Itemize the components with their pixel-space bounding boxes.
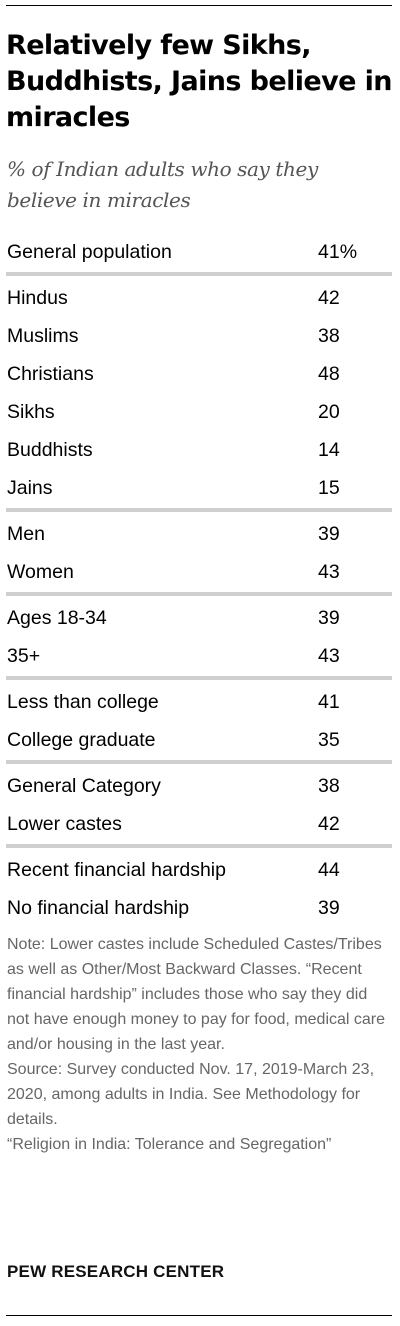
table-row: No financial hardship 39 xyxy=(0,889,400,927)
table-row: 35+ 43 xyxy=(0,637,400,675)
table-row: Lower castes 42 xyxy=(0,805,400,843)
row-value: 38 xyxy=(318,325,340,347)
row-value: 41% xyxy=(318,241,358,263)
row-value: 15 xyxy=(318,477,340,499)
group-separator xyxy=(6,760,392,764)
table-row: Christians 48 xyxy=(0,355,400,393)
group-separator xyxy=(6,272,392,276)
row-value: 48 xyxy=(318,363,340,385)
notes-block: Note: Lower castes include Scheduled Cas… xyxy=(7,932,393,1157)
table-row: Men 39 xyxy=(0,515,400,553)
note-text: Note: Lower castes include Scheduled Cas… xyxy=(7,936,386,1053)
group-separator xyxy=(6,844,392,848)
row-label: Men xyxy=(7,523,45,545)
table-row: Hindus 42 xyxy=(0,279,400,317)
row-label: College graduate xyxy=(7,729,156,751)
chart-title: Relatively few Sikhs, Buddhists, Jains b… xyxy=(6,30,393,133)
row-label: Muslims xyxy=(7,325,79,347)
row-value: 14 xyxy=(318,439,340,461)
group-separator xyxy=(6,508,392,512)
table-row: General population 41% xyxy=(0,233,400,271)
group-separator xyxy=(6,592,392,596)
row-value: 43 xyxy=(318,645,340,667)
row-label: Jains xyxy=(7,477,53,499)
chart-subtitle: % of Indian adults who say they believe … xyxy=(7,157,318,212)
table-row: Jains 15 xyxy=(0,469,400,507)
row-value: 41 xyxy=(318,691,340,713)
row-label: Ages 18-34 xyxy=(7,607,107,629)
row-label: Christians xyxy=(7,363,94,385)
table-row: Less than college 41 xyxy=(0,683,400,721)
row-value: 35 xyxy=(318,729,340,751)
pew-logo: PEW RESEARCH CENTER xyxy=(7,1262,225,1281)
top-rule xyxy=(6,5,392,6)
row-value: 43 xyxy=(318,561,340,583)
row-value: 20 xyxy=(318,401,340,423)
row-value: 44 xyxy=(318,859,340,881)
table-row: Recent financial hardship 44 xyxy=(0,851,400,889)
row-label: Lower castes xyxy=(7,813,122,835)
row-label: General Category xyxy=(7,775,161,797)
row-value: 38 xyxy=(318,775,340,797)
table-row: Women 43 xyxy=(0,553,400,591)
row-label: Sikhs xyxy=(7,401,55,423)
table-row: General Category 38 xyxy=(0,767,400,805)
table-row: College graduate 35 xyxy=(0,721,400,759)
row-label: Less than college xyxy=(7,691,159,713)
table-row: Ages 18-34 39 xyxy=(0,599,400,637)
group-separator xyxy=(6,676,392,680)
row-value: 39 xyxy=(318,607,340,629)
row-label: Buddhists xyxy=(7,439,93,461)
source-text: Source: Survey conducted Nov. 17, 2019-M… xyxy=(7,1061,375,1128)
row-value: 39 xyxy=(318,897,340,919)
row-label: 35+ xyxy=(7,645,41,667)
row-label: Hindus xyxy=(7,287,68,309)
row-value: 42 xyxy=(318,287,340,309)
report-title-text: “Religion in India: Tolerance and Segreg… xyxy=(7,1136,332,1153)
row-label: General population xyxy=(7,241,172,263)
row-label: Women xyxy=(7,561,74,583)
table-row: Sikhs 20 xyxy=(0,393,400,431)
row-label: No financial hardship xyxy=(7,897,190,919)
table-row: Buddhists 14 xyxy=(0,431,400,469)
row-value: 42 xyxy=(318,813,340,835)
bottom-rule xyxy=(6,1315,392,1316)
row-label: Recent financial hardship xyxy=(7,859,226,881)
table-row: Muslims 38 xyxy=(0,317,400,355)
row-value: 39 xyxy=(318,523,340,545)
